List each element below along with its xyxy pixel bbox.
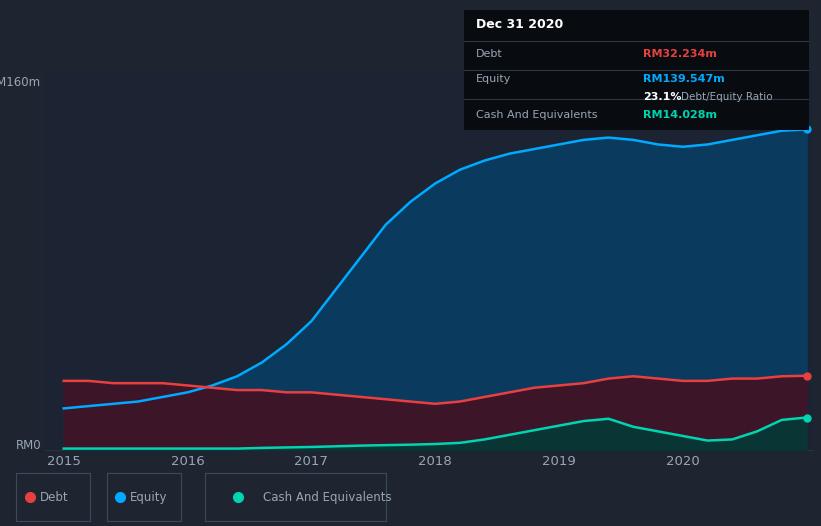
Text: RM160m: RM160m bbox=[0, 76, 41, 89]
Text: Equity: Equity bbox=[131, 491, 167, 503]
Text: Debt: Debt bbox=[476, 49, 502, 59]
Text: RM139.547m: RM139.547m bbox=[643, 74, 725, 84]
Text: 23.1%: 23.1% bbox=[643, 92, 681, 102]
Text: Debt/Equity Ratio: Debt/Equity Ratio bbox=[681, 92, 773, 102]
Text: RM0: RM0 bbox=[16, 439, 41, 452]
Text: Equity: Equity bbox=[476, 74, 511, 84]
Text: Cash And Equivalents: Cash And Equivalents bbox=[263, 491, 392, 503]
Text: Cash And Equivalents: Cash And Equivalents bbox=[476, 110, 598, 120]
Text: RM32.234m: RM32.234m bbox=[643, 49, 717, 59]
Text: Dec 31 2020: Dec 31 2020 bbox=[476, 18, 563, 32]
Text: Debt: Debt bbox=[40, 491, 69, 503]
Text: RM14.028m: RM14.028m bbox=[643, 110, 718, 120]
